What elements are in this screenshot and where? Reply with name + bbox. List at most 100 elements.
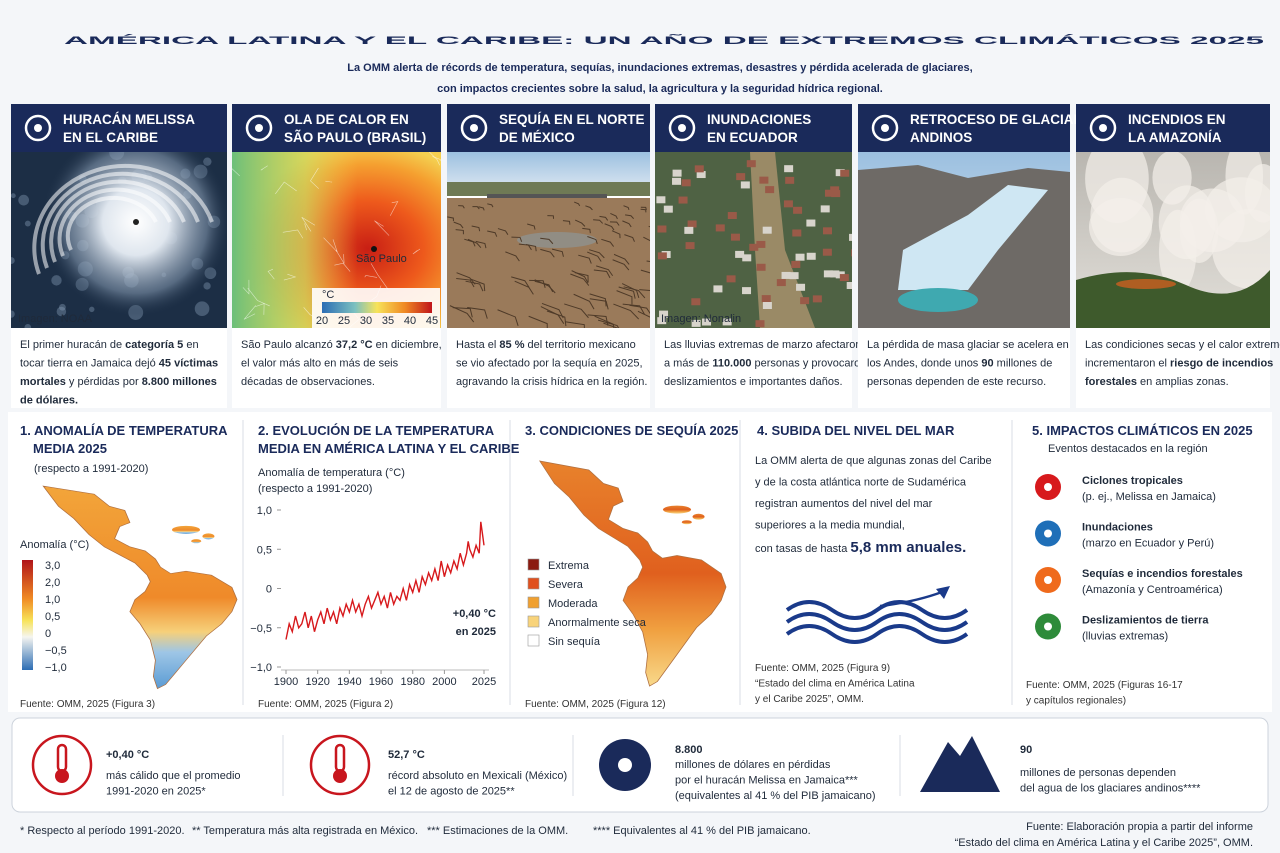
crack [487,203,494,208]
bold-run: forestales [1085,376,1137,388]
text-run: los Andes, donde unos [867,358,981,370]
text-run: décadas de observaciones. [241,376,375,388]
legend-label: 0,5 [45,611,60,623]
legend-label: Sin sequía [548,636,601,648]
panel-body: superiores a la media mundial, [755,520,905,532]
cloud [194,301,210,317]
island [692,513,705,520]
desc-line: de dólares. [20,395,78,407]
house [835,169,845,177]
house [784,165,794,173]
scale-tick: 40 [404,315,416,327]
crack [624,234,635,242]
house [657,225,667,233]
card-image [447,152,650,328]
text-run: y pérdidas por [66,376,142,388]
border [304,223,307,231]
house [806,219,816,227]
bold-run: 8.800 millones [142,376,217,388]
crack [639,289,650,292]
impact-title: Inundaciones [1082,522,1153,534]
wave [785,600,969,620]
cloud [11,310,15,318]
scale-tick: 25 [338,315,350,327]
bold-run: mortales [20,376,66,388]
y-axis-label: Anomalía de temperatura (°C) [258,467,405,479]
crack [564,303,589,319]
house [696,171,706,179]
spiral-band [57,187,172,257]
impact-title: Ciclones tropicales [1082,475,1183,487]
house [822,248,832,256]
house [657,317,667,325]
desc-line: décadas de observaciones. [241,376,375,388]
border [323,237,338,253]
house [756,263,766,271]
house [672,177,682,185]
card-title: ANDINOS [910,130,972,145]
glacier [898,185,1048,290]
border [334,262,351,272]
house [792,229,802,237]
crack [622,303,645,315]
house [839,274,849,282]
y-tick-label: −0,5 [250,623,272,635]
house [672,169,682,177]
text-run: Las lluvias extremas de marzo afectaron [664,339,861,351]
crack [589,293,607,307]
cloud [11,257,15,264]
crack [623,286,646,299]
spiral-band [49,179,186,263]
house [820,205,830,213]
island [663,505,691,514]
desc-line: El primer huracán de categoría 5 en [20,339,199,351]
legend-label: 3,0 [45,560,60,572]
y-tick-label: −1,0 [250,662,272,674]
house [691,319,701,327]
scale-tick: 35 [382,315,394,327]
legend-swatch [527,596,540,609]
crack [603,322,619,328]
text-run: Las condiciones secas y el calor extremo [1085,339,1280,351]
house [746,160,756,168]
house [840,169,850,177]
house [795,253,805,261]
text-run: en amplias zonas. [1137,376,1229,388]
text-run: el valor más alto en más de seis [241,358,399,370]
crack [478,206,485,211]
house [851,249,852,257]
report-source: Fuente: Elaboración propia a partir del … [1026,821,1253,833]
house [730,233,740,241]
crack [505,251,520,262]
desc-line: personas dependen de este recurso. [867,376,1046,388]
crack [574,201,581,207]
house [823,270,833,278]
scale-tick: 45 [426,315,438,327]
crack [597,319,620,328]
text-run: tocar tierra en Jamaica dejó [20,358,159,370]
text-run: deslizamientos e importantes daños. [664,376,843,388]
crack [529,279,546,288]
flames [1116,279,1176,289]
crack [528,315,548,328]
house [742,287,752,295]
bold-run: 37,2 °C [336,339,373,351]
crack [452,307,473,318]
crack [467,238,482,249]
legend-swatch [527,615,540,628]
card-icon-core [255,124,263,132]
arrow-head [936,586,950,599]
crack [640,206,647,210]
house [806,252,816,260]
crack [573,293,595,310]
card-title: LA AMAZONÍA [1128,130,1222,145]
cloud [24,220,31,227]
x-tick-label: 2025 [472,676,496,688]
stat-icon-ring [31,734,93,796]
house [824,189,834,197]
crack [540,248,555,258]
text-run: a más de [664,358,712,370]
crack [623,205,630,211]
crack [625,214,635,220]
house [755,320,765,328]
